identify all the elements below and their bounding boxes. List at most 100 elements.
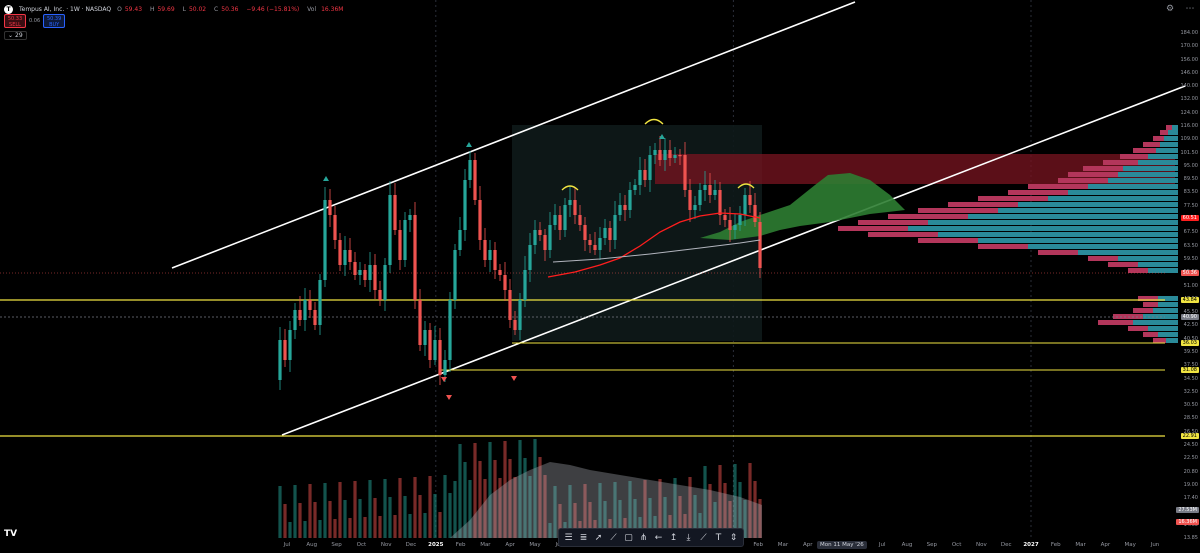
volume-bar	[628, 481, 632, 538]
vp-bar-up	[1048, 196, 1178, 201]
vp-bar-up	[968, 214, 1178, 219]
volume-bar	[613, 482, 617, 538]
price-tag: 16.36M	[1176, 519, 1199, 525]
candle-body	[698, 190, 702, 205]
symbol-title[interactable]: Tempus AI, Inc. · 1W · NASDAQ	[19, 5, 112, 13]
price-tick-label: 22.50	[1183, 455, 1198, 462]
candle-body	[368, 265, 372, 280]
time-tick-label: Aug	[306, 542, 318, 548]
candle-body	[453, 250, 457, 300]
rect-tool-icon[interactable]: ▢	[624, 532, 633, 543]
volume-bar	[473, 443, 477, 538]
volume-bar	[758, 499, 762, 538]
volume-bar	[413, 477, 417, 538]
short-tool-icon[interactable]: ⤓	[686, 532, 691, 543]
head-arc	[644, 118, 664, 125]
indicators-toggle[interactable]: ⌄ 29	[4, 31, 27, 40]
settings-icon[interactable]: ⚙	[1165, 4, 1175, 14]
ohlc-open: O 59.43	[117, 5, 143, 13]
candle-body	[378, 290, 382, 300]
time-tick-label: Dec	[1000, 542, 1012, 548]
fib-tool-icon[interactable]: ≣	[579, 532, 588, 543]
volume-bar	[348, 518, 352, 538]
sell-button[interactable]: 50.33 SELL	[4, 14, 26, 28]
vp-bar-up	[1028, 244, 1178, 249]
candle-body	[648, 155, 652, 180]
vp-bar-up	[1172, 125, 1178, 130]
buy-button[interactable]: 50.39 BUY	[43, 14, 66, 28]
pitchfork-tool-icon[interactable]: ⋔	[639, 532, 648, 543]
volume-bar	[753, 481, 757, 538]
volume-bar	[433, 494, 437, 538]
time-tick-label: 2027	[1023, 542, 1039, 548]
volume-bar	[368, 480, 372, 538]
price-tag: 27.53M	[1176, 507, 1199, 513]
candle-body	[603, 228, 607, 238]
candle-body	[638, 170, 642, 185]
price-tick-label: 40.50	[1183, 335, 1198, 342]
candle-body	[553, 215, 557, 225]
candle-body	[678, 155, 682, 157]
price-tick-label: 156.00	[1180, 56, 1199, 63]
vp-bar-up	[908, 226, 1178, 231]
time-tick-label: Feb	[1050, 542, 1061, 548]
candle-body	[348, 250, 352, 262]
candle-body	[443, 360, 447, 375]
candle-body	[323, 200, 327, 280]
path-tool-icon[interactable]: ⟋	[700, 532, 707, 543]
candle-body	[458, 230, 462, 250]
time-tick-label: Feb	[455, 542, 466, 548]
pivot-markers	[323, 134, 665, 400]
crosshair-date-label: Mon 11 May '26	[817, 541, 867, 549]
candle-body	[278, 340, 282, 380]
price-tick-label: 51.00	[1183, 282, 1198, 289]
volume-bar	[483, 479, 487, 538]
candle-body	[683, 155, 687, 190]
more-icon[interactable]: ⋯	[1185, 4, 1195, 14]
candle-body	[563, 205, 567, 230]
price-tick-label: 28.50	[1183, 415, 1198, 422]
volume-bar	[358, 499, 362, 538]
volume-bar	[568, 485, 572, 538]
volume-bar	[523, 458, 527, 538]
candle-body	[703, 185, 707, 190]
vp-bar-up	[978, 238, 1178, 243]
text-tool-icon[interactable]: T	[715, 532, 722, 543]
volume-bar	[668, 515, 672, 538]
trade-buttons: 50.33 SELL 0.06 50.39 BUY	[4, 14, 66, 28]
channel-lower-line	[281, 85, 1186, 436]
candle-body	[338, 240, 342, 265]
vp-bar-up	[1138, 262, 1178, 267]
price-tick-label: 13.85	[1183, 535, 1198, 541]
long-tool-icon[interactable]: ↥	[669, 532, 678, 543]
vp-bar-up	[1164, 136, 1178, 141]
cursor-tool-icon[interactable]: ➚	[594, 532, 603, 543]
candle-body	[583, 225, 587, 240]
volume-bar	[288, 522, 292, 538]
volume-bar	[558, 504, 562, 538]
measure-tool-icon[interactable]: ⇕	[729, 532, 738, 543]
volume-bar	[588, 502, 592, 538]
volume-bar	[573, 503, 577, 538]
vp-bar-up	[1088, 184, 1178, 189]
volume-bar	[553, 486, 557, 538]
volume-bar	[513, 477, 517, 538]
left-shoulder-arc	[561, 185, 579, 191]
candle-body	[408, 215, 412, 220]
time-tick-label: Sep	[926, 542, 937, 548]
trendline-tool-icon[interactable]: ⟋	[610, 532, 617, 543]
candle-body	[403, 220, 407, 260]
candle-body	[673, 155, 677, 158]
candle-body	[663, 150, 667, 160]
price-tag: 50.36	[1180, 270, 1199, 276]
candle-body	[318, 280, 322, 325]
candle-body	[358, 270, 362, 275]
hline-tool-icon[interactable]: ☰	[564, 532, 573, 543]
price-tick-label: 95.00	[1183, 162, 1198, 169]
vp-bar-up	[1148, 268, 1178, 273]
arrow-tool-icon[interactable]: ←	[654, 532, 663, 543]
candle-body	[708, 185, 712, 195]
candlesticks	[278, 136, 762, 390]
candle-body	[758, 222, 762, 268]
